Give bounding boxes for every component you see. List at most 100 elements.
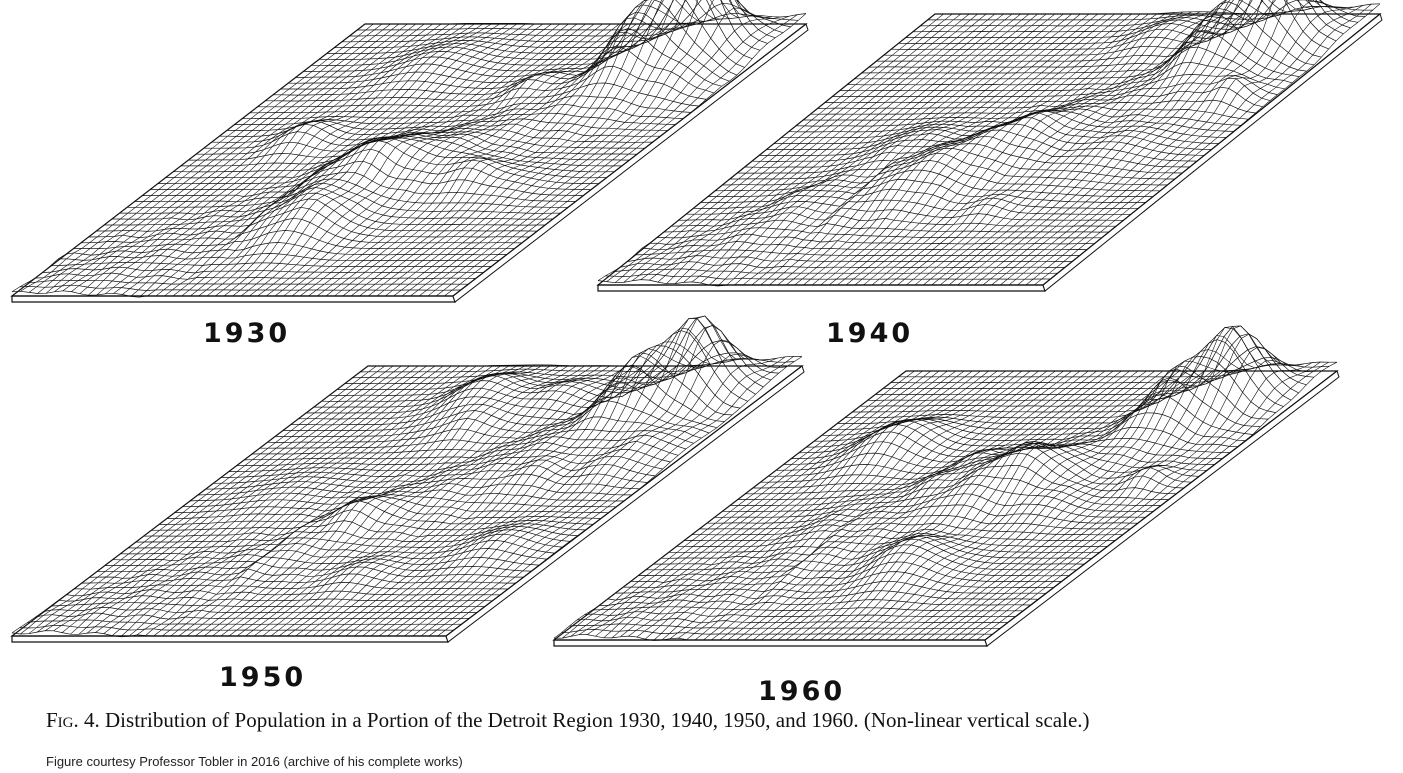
- mesh-column-line: [54, 23, 408, 293]
- mesh-row-line: [890, 357, 1322, 384]
- mesh-column-line: [852, 370, 1205, 641]
- mesh-column-line: [661, 370, 1014, 641]
- mesh-column-line: [437, 356, 794, 637]
- mesh-column-line: [810, 370, 1164, 641]
- mesh-column-line: [786, 13, 1124, 286]
- mesh-column-line: [412, 353, 769, 637]
- mesh-column-line: [595, 370, 948, 637]
- year-label-1930: 1930: [203, 318, 291, 349]
- mesh-column-line: [1025, 5, 1364, 286]
- mesh-column-line: [20, 365, 377, 635]
- mesh-column-line: [139, 23, 493, 298]
- mesh-column-line: [88, 23, 442, 296]
- mesh-column-line: [395, 324, 752, 637]
- mesh-column-line: [711, 370, 1064, 641]
- mesh-column-line: [253, 365, 611, 637]
- mesh-column-line: [220, 365, 577, 637]
- figure-caption: Fig. 4. Distribution of Population in a …: [46, 708, 1386, 733]
- mesh-column-line: [274, 23, 629, 297]
- mesh-column-line: [312, 365, 669, 637]
- mesh-column-line: [245, 365, 602, 637]
- mesh-column-line: [325, 23, 679, 297]
- mesh-column-line: [628, 370, 981, 637]
- mesh-column-line: [623, 13, 961, 283]
- mesh-column-line: [935, 333, 1288, 641]
- mesh-column-line: [71, 23, 425, 292]
- base-slab-front: [553, 639, 988, 647]
- mesh-column-line: [846, 11, 1184, 286]
- mesh-column-line: [206, 23, 561, 297]
- mesh-column-line: [303, 365, 661, 637]
- mesh-column-line: [918, 326, 1271, 641]
- mesh-column-line: [300, 23, 654, 297]
- mesh-column-line: [266, 23, 620, 297]
- mesh-column-line: [835, 370, 1188, 641]
- mesh-column-line: [794, 370, 1147, 641]
- mesh-column-line: [329, 365, 686, 637]
- mesh-column-line: [727, 370, 1081, 641]
- mesh-column-line: [828, 12, 1167, 286]
- mesh-column-line: [237, 365, 594, 637]
- mesh-column-line: [345, 355, 702, 637]
- mesh-column-line: [587, 370, 940, 635]
- mesh-column-line: [803, 13, 1141, 286]
- mesh-column-line: [632, 13, 970, 282]
- mesh-column-line: [215, 23, 569, 297]
- mesh-column-line: [262, 365, 619, 637]
- mesh-column-line: [113, 23, 467, 294]
- plane-outline: [596, 13, 1382, 286]
- mesh-column-line: [427, 16, 781, 297]
- mesh-column-line: [743, 13, 1081, 285]
- caption-text: Distribution of Population in a Portion …: [105, 708, 1090, 732]
- mesh-column-line: [320, 365, 677, 637]
- mesh-column-line: [78, 365, 435, 635]
- mesh-column-line: [232, 23, 586, 297]
- mesh-column-line: [28, 365, 385, 634]
- mesh-column-line: [645, 370, 998, 640]
- mesh-column-line: [112, 365, 469, 636]
- mesh-column-line: [901, 349, 1255, 641]
- mesh-column-line: [95, 365, 452, 633]
- plane-outline: [10, 365, 804, 637]
- mesh-column-line: [819, 370, 1172, 641]
- mesh-column-line: [910, 335, 1263, 641]
- mesh-column-line: [923, 13, 1261, 286]
- mesh-column-line: [657, 13, 996, 283]
- mesh-column-line: [342, 17, 696, 297]
- mesh-column-line: [270, 365, 627, 637]
- mesh-column-line: [640, 13, 978, 280]
- mesh-column-line: [726, 13, 1064, 286]
- mesh-column-line: [614, 13, 953, 283]
- mesh-column-line: [404, 339, 761, 637]
- mesh-column-line: [666, 13, 1004, 284]
- mesh-column-line: [777, 13, 1115, 286]
- mesh-column-line: [877, 370, 1230, 641]
- mesh-column-line: [974, 0, 1312, 286]
- mesh-column-line: [257, 23, 612, 297]
- mesh-column-line: [649, 13, 987, 281]
- mesh-column-line: [45, 365, 402, 631]
- mesh-column-line: [709, 13, 1047, 286]
- mesh-column-line: [678, 370, 1031, 639]
- mesh-column-line: [145, 365, 502, 636]
- mesh-column-line: [153, 364, 511, 637]
- mesh-column-line: [751, 13, 1090, 286]
- mesh-column-line: [863, 11, 1201, 286]
- mesh-column-line: [885, 368, 1238, 641]
- mesh-column-line: [802, 370, 1155, 641]
- mesh-column-line: [291, 23, 646, 297]
- mesh-column-line: [283, 23, 637, 297]
- mesh-column-line: [212, 365, 569, 637]
- mesh-column-line: [951, 360, 1304, 641]
- mesh-column-line: [991, 0, 1329, 286]
- mesh-column-line: [122, 23, 476, 295]
- mesh-column-line: [249, 23, 603, 297]
- mesh-column-line: [669, 370, 1023, 639]
- mesh-column-line: [317, 23, 671, 297]
- mesh-column-line: [170, 364, 527, 637]
- mesh-column-line: [837, 12, 1175, 286]
- mesh-row-line: [867, 325, 1299, 401]
